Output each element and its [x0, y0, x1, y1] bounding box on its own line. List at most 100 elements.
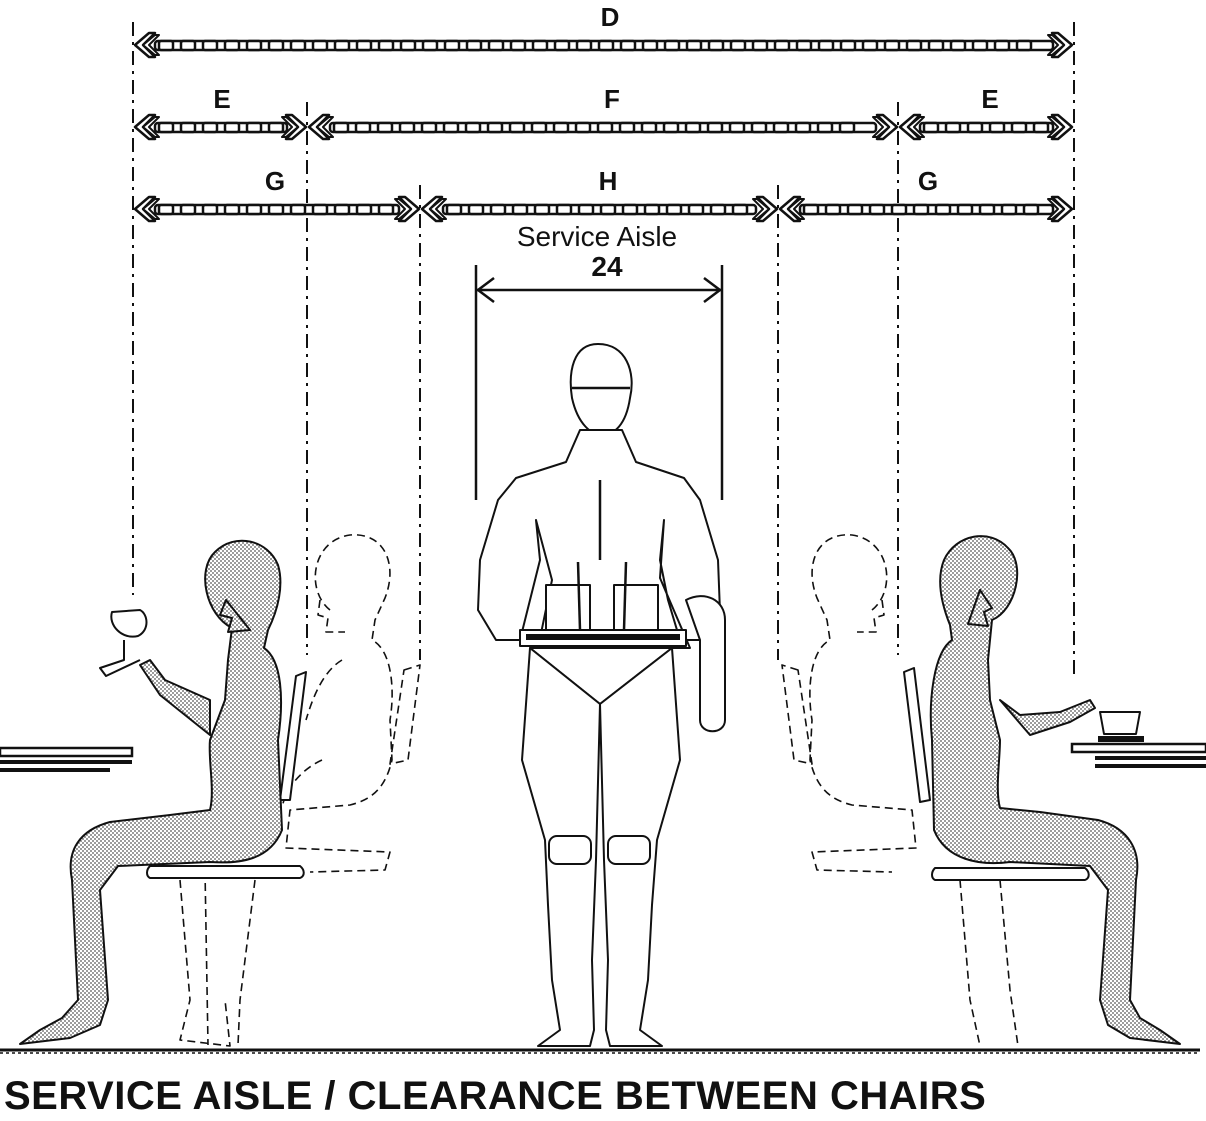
dimension-dash: [311, 39, 329, 52]
dimension-dash: [377, 203, 395, 216]
dimension-dash: [486, 121, 504, 134]
dimension-dash: [508, 121, 526, 134]
dimension-dash: [577, 203, 595, 216]
dimension-dash: [944, 121, 962, 134]
dimension-dash: [179, 203, 197, 216]
dimension-dash: [354, 121, 372, 134]
dimension-dash: [728, 121, 746, 134]
dimension-dash: [618, 121, 636, 134]
dimension-dash: [201, 203, 219, 216]
ghost-seated-figure-left: [179, 534, 421, 1047]
dimension-dash: [641, 39, 659, 52]
dimension-dash: [1015, 39, 1033, 52]
dimension-dash: [751, 39, 769, 52]
floor-line: [0, 1048, 1200, 1054]
dimension-dash: [376, 121, 394, 134]
dimension-dash: [289, 39, 307, 52]
dimension-dash: [816, 121, 834, 134]
dimension-dash: [157, 203, 175, 216]
service-aisle-dimension: Service Aisle 24: [474, 221, 724, 500]
dimension-dash: [1000, 203, 1018, 216]
label-h: H: [599, 166, 618, 196]
dimension-dash: [157, 39, 175, 52]
dimension-dash: [729, 39, 747, 52]
dimension-dash: [1010, 121, 1028, 134]
right-table: [1070, 742, 1206, 768]
dimension-dash: [553, 39, 571, 52]
dimension-dash: [956, 203, 974, 216]
extension-lines: [132, 22, 1075, 680]
dimension-dash: [905, 39, 923, 52]
dimension-dash: [794, 121, 812, 134]
dimension-dash: [912, 203, 930, 216]
dimension-dash: [333, 39, 351, 52]
service-aisle-value: 24: [591, 251, 623, 282]
dimension-dash: [223, 39, 241, 52]
dimension-dash: [731, 203, 749, 216]
dimension-dash: [927, 39, 945, 52]
dimension-dash: [511, 203, 529, 216]
dimension-dash: [839, 39, 857, 52]
diagram-title: SERVICE AISLE / CLEARANCE BETWEEN CHAIRS: [4, 1074, 987, 1118]
dimension-dash: [355, 203, 373, 216]
dimension-dash: [355, 39, 373, 52]
label-e-right: E: [981, 84, 998, 114]
dimension-dash: [706, 121, 724, 134]
dimension-dash: [640, 121, 658, 134]
dimension-dash: [890, 203, 908, 216]
ghost-seated-figure-right: [781, 534, 1019, 1047]
dimension-dash: [574, 121, 592, 134]
dimension-dash: [445, 203, 463, 216]
standing-waiter: [477, 343, 726, 1047]
dimension-dash: [684, 121, 702, 134]
dimension-dash: [487, 39, 505, 52]
dimension-dash: [201, 121, 219, 134]
dimension-dash: [993, 39, 1011, 52]
dimension-dash: [707, 39, 725, 52]
dimension-dash: [687, 203, 705, 216]
dimension-dash: [750, 121, 768, 134]
dimension-dash: [596, 121, 614, 134]
dimension-dash: [597, 39, 615, 52]
dimension-dash: [489, 203, 507, 216]
dimension-dash: [663, 39, 681, 52]
dimension-dash: [868, 203, 886, 216]
dimension-dash: [267, 39, 285, 52]
left-chair: [146, 671, 307, 879]
dimension-dash: [643, 203, 661, 216]
label-g-left: G: [265, 166, 285, 196]
dimension-dash: [883, 39, 901, 52]
dimension-dash: [621, 203, 639, 216]
dimension-dash: [988, 121, 1006, 134]
dimension-g-right: G: [778, 166, 1074, 223]
dimension-dash: [509, 39, 527, 52]
dimension-dash: [665, 203, 683, 216]
dimension-dash: [619, 39, 637, 52]
dimension-dash: [157, 121, 175, 134]
dimension-dash: [824, 203, 842, 216]
dimension-d: D: [133, 2, 1074, 59]
dimension-h: H: [420, 166, 779, 223]
dimension-dash: [599, 203, 617, 216]
dimension-dash: [817, 39, 835, 52]
label-g-right: G: [918, 166, 938, 196]
dimension-dash: [971, 39, 989, 52]
dimension-dash: [922, 121, 940, 134]
dimension-dash: [245, 121, 263, 134]
dimension-dash: [861, 39, 879, 52]
dimension-dash: [398, 121, 416, 134]
dimension-dash: [201, 39, 219, 52]
dimension-dash: [333, 203, 351, 216]
dimension-dash: [685, 39, 703, 52]
dimension-dash: [1022, 203, 1040, 216]
dimension-dash: [934, 203, 952, 216]
dimension-dash: [443, 39, 461, 52]
dimension-dash: [245, 203, 263, 216]
dimension-dash: [399, 39, 417, 52]
dimension-dash: [465, 39, 483, 52]
dimension-dash: [467, 203, 485, 216]
dimension-dash: [223, 203, 241, 216]
dimension-dash: [533, 203, 551, 216]
label-f: F: [604, 84, 620, 114]
